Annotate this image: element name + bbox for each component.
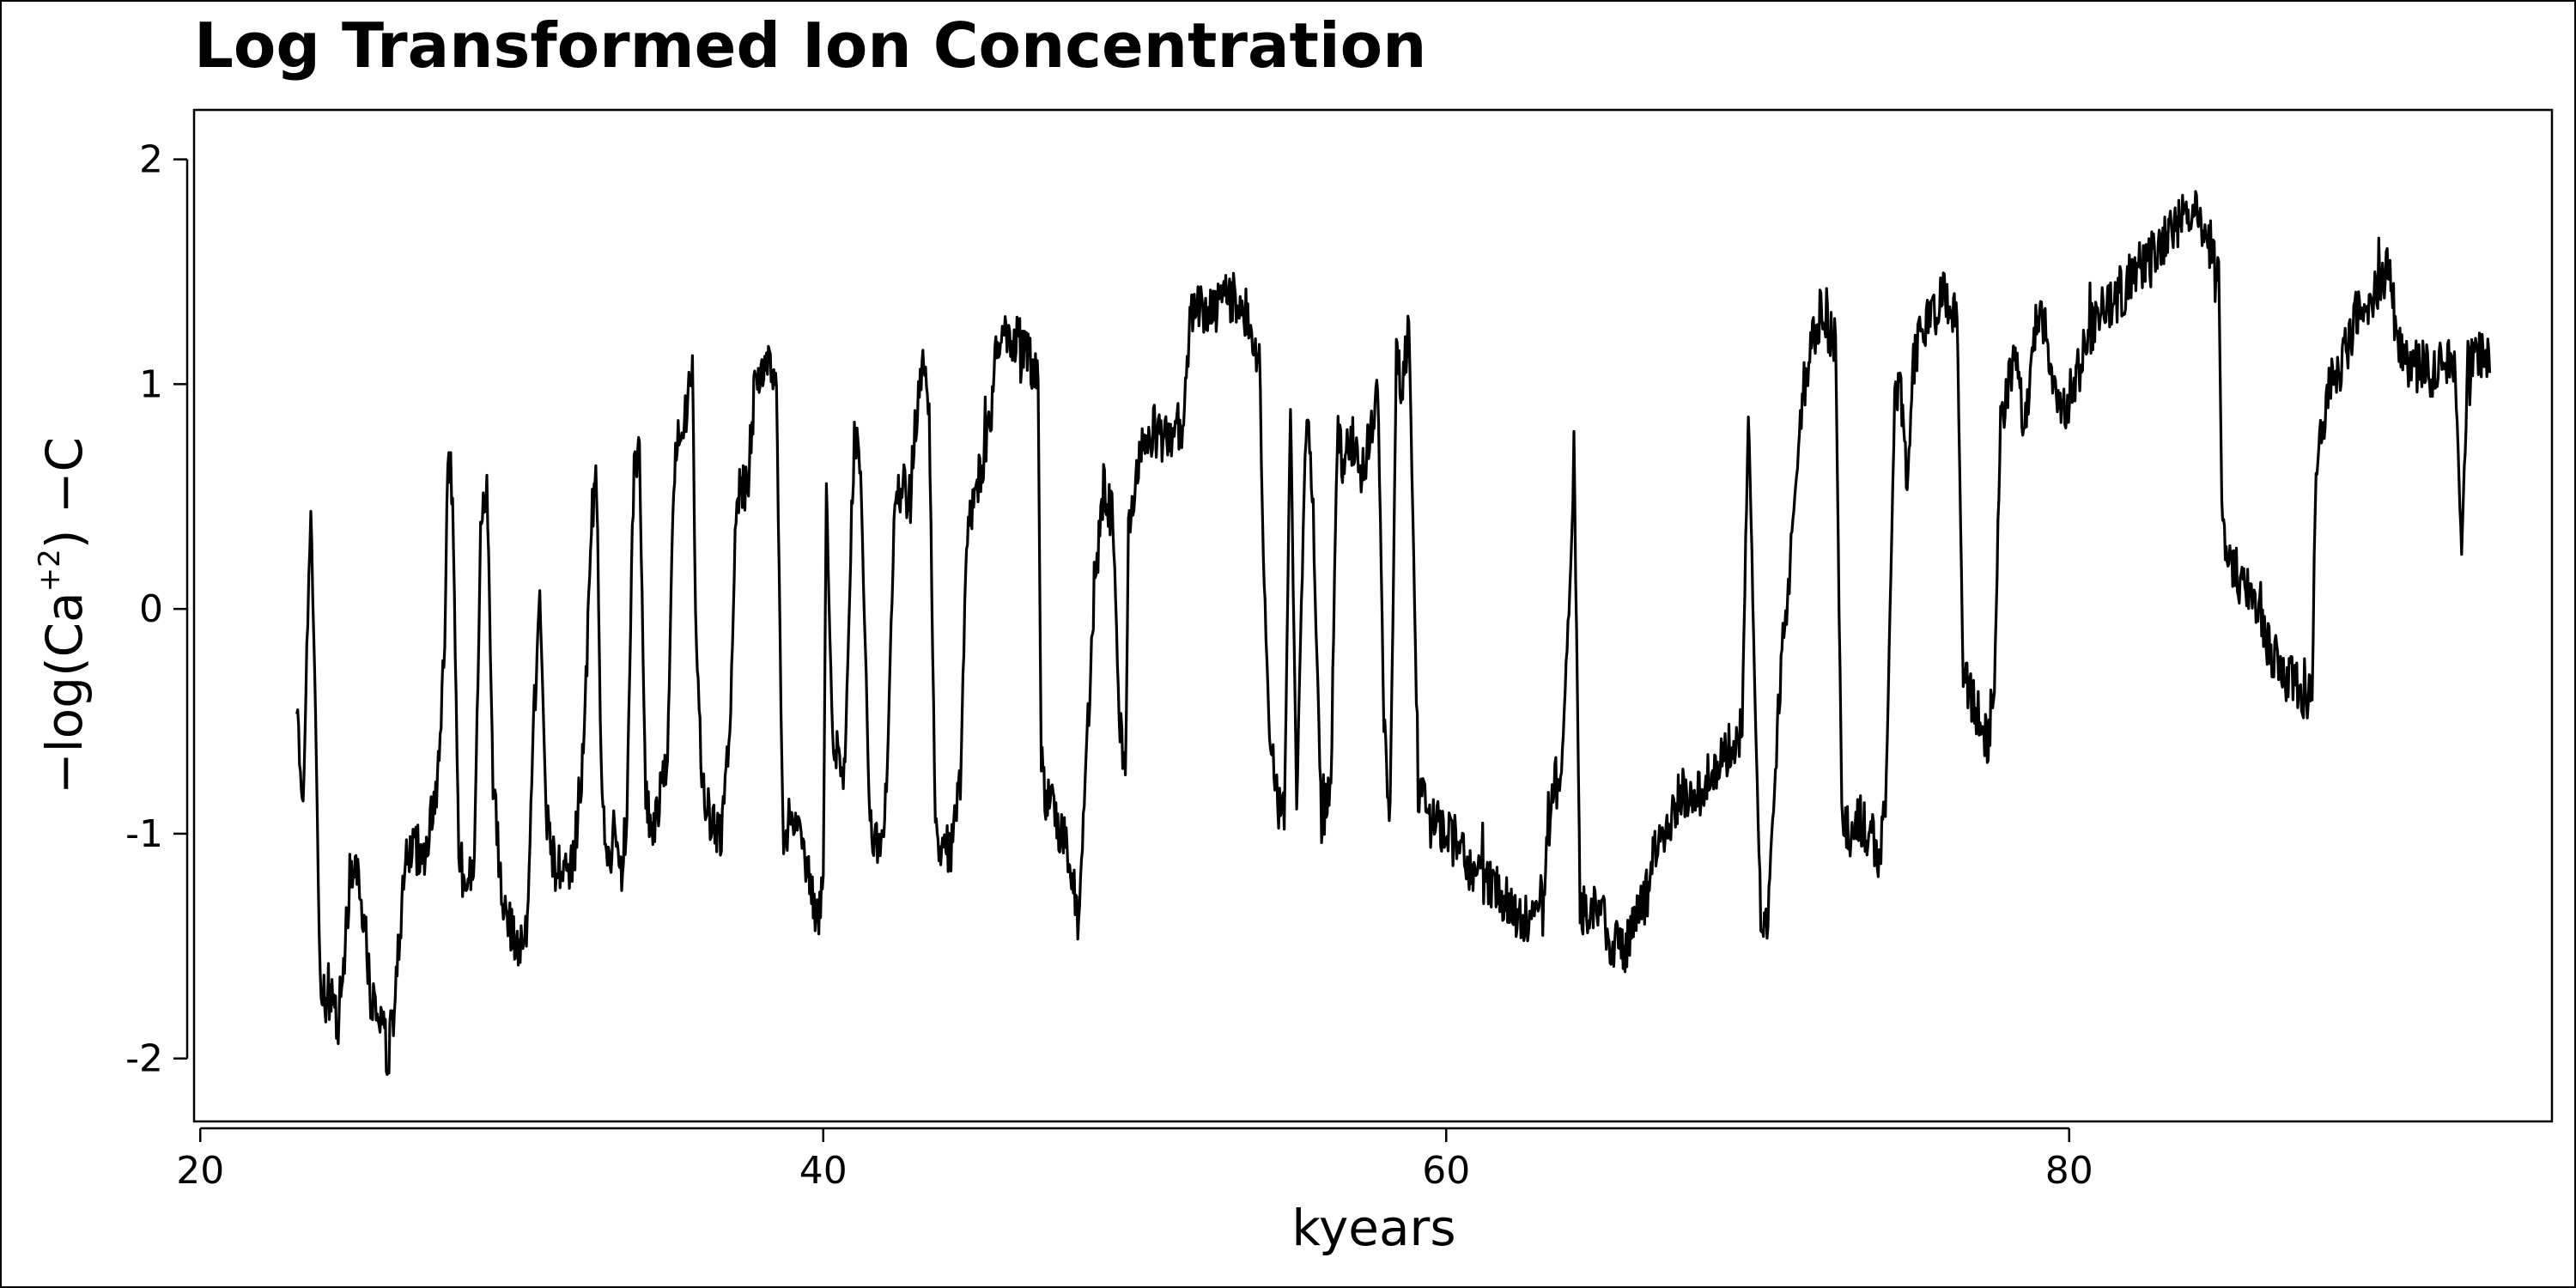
plot-panel <box>192 108 2554 1123</box>
x-axis-label: kyears <box>1291 1199 1455 1257</box>
y-axis: -2 -1 0 1 2 <box>125 138 189 1081</box>
chart-title: Log Transformed Ion Concentration <box>194 9 1426 82</box>
x-tick-label: 20 <box>176 1149 224 1193</box>
y-axis-label-prefix: −log(Ca <box>35 592 94 794</box>
series-line <box>295 190 2492 1076</box>
y-axis-label: −log(Ca+2) −C <box>33 437 94 794</box>
x-tick-label: 40 <box>799 1149 848 1193</box>
x-axis: 20 40 60 80 <box>176 1127 2093 1193</box>
x-tick-label: 60 <box>1422 1149 1470 1193</box>
y-tick-label: -1 <box>125 812 163 856</box>
y-tick-label: -2 <box>125 1037 163 1081</box>
y-axis-label-superscript: +2 <box>33 549 67 592</box>
y-tick-label: 1 <box>139 362 163 406</box>
y-axis-label-suffix: ) −C <box>35 437 94 549</box>
x-tick-label: 80 <box>2045 1149 2093 1193</box>
y-tick-label: 2 <box>139 138 163 182</box>
y-tick-label: 0 <box>139 587 163 631</box>
